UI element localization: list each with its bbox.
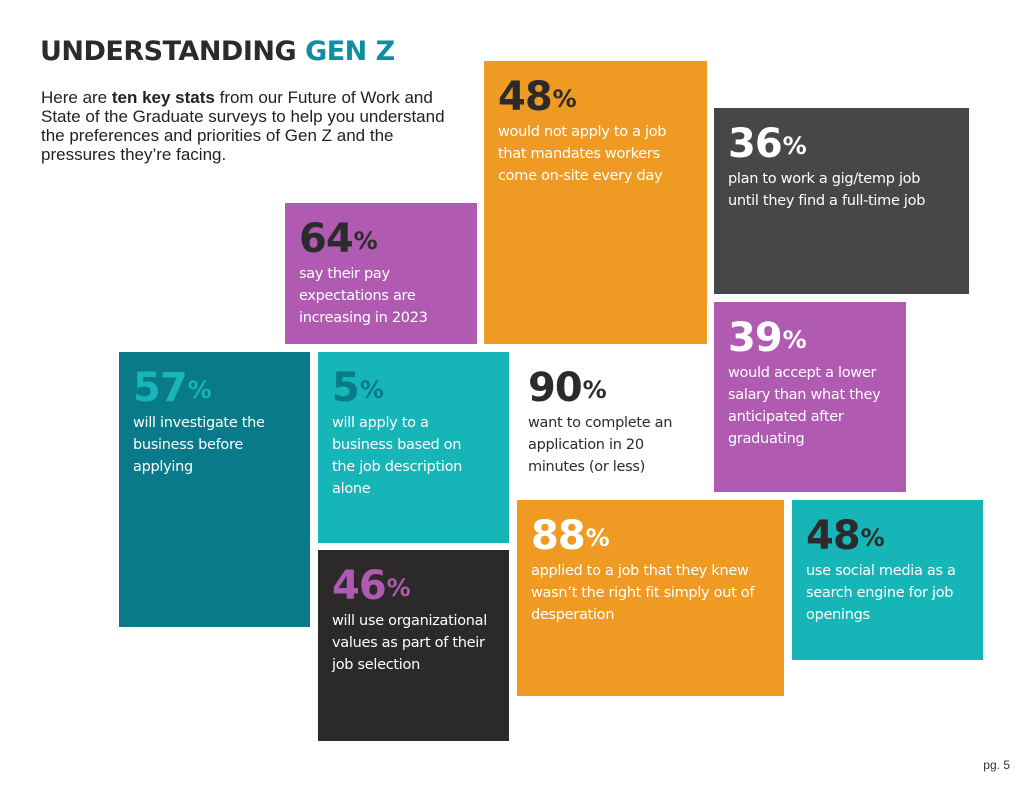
intro-post: from our Future of Work and State of the… — [41, 88, 445, 164]
intro-pre: Here are — [41, 88, 112, 107]
stat-percent: 48% — [806, 513, 885, 559]
stat-description: plan to work a gig/temp job until they f… — [728, 171, 926, 209]
stat-description: would not apply to a job that mandates w… — [498, 124, 667, 184]
stat-box-48-onsite: 48% would not apply to a job that mandat… — [484, 61, 707, 344]
stat-description: applied to a job that they knew wasn’t t… — [531, 563, 755, 623]
intro-bold: ten key stats — [111, 88, 215, 107]
page-number: pg. 5 — [983, 758, 1010, 772]
stat-description: want to complete an application in 20 mi… — [528, 415, 673, 475]
stat-percent: 57% — [133, 365, 212, 411]
stat-box-39-salary: 39% would accept a lower salary than wha… — [714, 302, 906, 492]
stat-description: will apply to a business based on the jo… — [332, 415, 463, 497]
intro-paragraph: Here are ten key stats from our Future o… — [41, 88, 461, 164]
stat-description: will use organizational values as part o… — [332, 613, 488, 673]
stat-box-57-investigate: 57% will investigate the business before… — [119, 352, 310, 627]
stat-box-46-values: 46% will use organizational values as pa… — [318, 550, 509, 741]
stat-percent: 46% — [332, 563, 411, 609]
stat-box-48-social: 48% use social media as a search engine … — [792, 500, 983, 660]
stat-box-88-desperation: 88% applied to a job that they knew wasn… — [517, 500, 784, 696]
stat-box-90-application: 90% want to complete an application in 2… — [514, 352, 708, 490]
stat-percent: 88% — [531, 513, 610, 559]
stat-percent: 5% — [332, 365, 384, 411]
stat-percent: 90% — [528, 365, 607, 411]
stat-percent: 48% — [498, 74, 577, 120]
stat-percent: 36% — [728, 121, 807, 167]
stat-description: would accept a lower salary than what th… — [728, 365, 881, 447]
stat-percent: 39% — [728, 315, 807, 361]
title-accent: GEN Z — [305, 36, 395, 67]
stat-description: use social media as a search engine for … — [806, 563, 956, 623]
stat-box-5-description: 5% will apply to a business based on the… — [318, 352, 509, 543]
stat-percent: 64% — [299, 216, 378, 262]
stat-description: say their pay expectations are increasin… — [299, 266, 428, 326]
page-title: UNDERSTANDING GEN Z — [40, 36, 395, 67]
stat-box-64-pay: 64% say their pay expectations are incre… — [285, 203, 477, 344]
stat-box-36-gig: 36% plan to work a gig/temp job until th… — [714, 108, 969, 294]
stat-description: will investigate the business before app… — [133, 415, 265, 475]
title-main: UNDERSTANDING — [40, 36, 297, 67]
